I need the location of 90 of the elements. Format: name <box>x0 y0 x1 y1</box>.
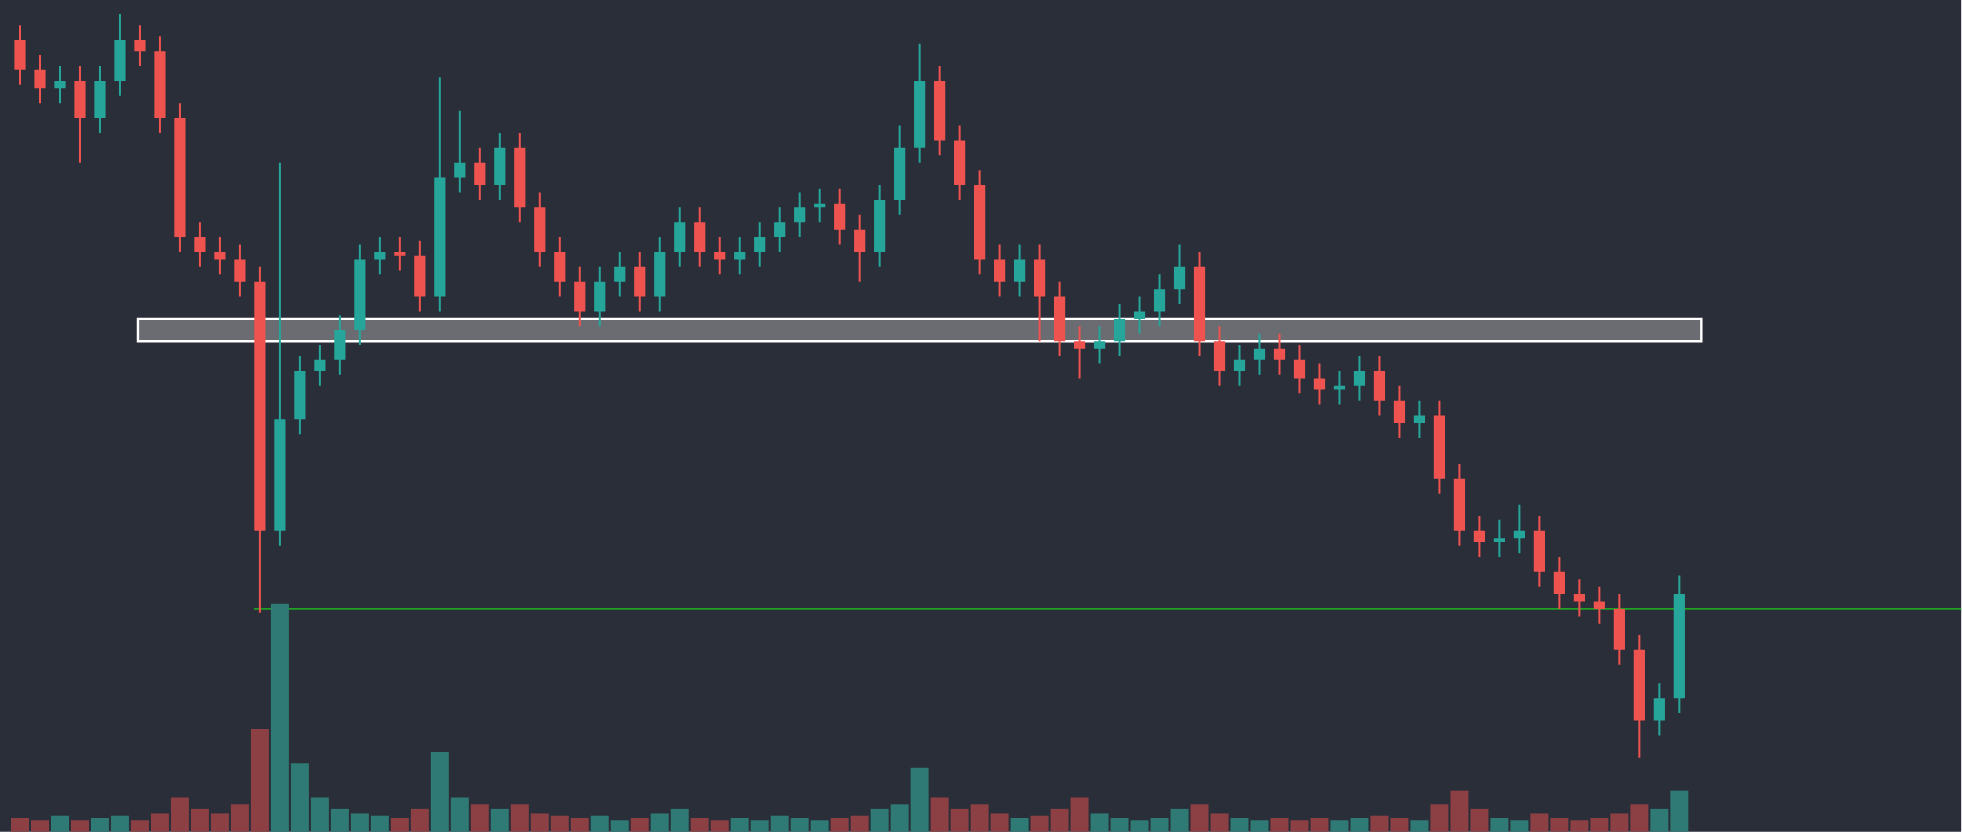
candlestick <box>274 162 286 546</box>
candlestick <box>1213 326 1226 386</box>
candlestick <box>1653 683 1665 736</box>
candlestick <box>1533 516 1545 587</box>
candlestick <box>414 240 426 312</box>
candlestick <box>914 43 926 163</box>
candlestick <box>1613 594 1625 665</box>
bar <box>1010 818 1029 832</box>
candlestick <box>634 252 646 312</box>
candlestick <box>1014 244 1026 297</box>
candlestick <box>1633 635 1645 758</box>
candlestick <box>694 207 706 267</box>
candlestick <box>214 237 226 275</box>
candlestick <box>1053 281 1066 357</box>
candlestick <box>74 66 86 163</box>
candlestick <box>1193 252 1206 357</box>
candlestick <box>774 207 786 253</box>
candlestick <box>1253 333 1266 375</box>
candlestick <box>1093 326 1106 364</box>
candlestick <box>1373 356 1386 416</box>
candlestick <box>1573 579 1585 617</box>
candlestick <box>994 244 1006 297</box>
candlestick <box>854 214 866 282</box>
candlestick <box>54 66 66 104</box>
candlestick <box>354 244 366 346</box>
candlestick <box>1413 400 1426 439</box>
candlestick <box>654 237 666 312</box>
candlestick <box>814 188 826 223</box>
candlestick <box>534 192 546 267</box>
bar <box>70 820 89 832</box>
candlestick <box>754 222 766 267</box>
candlestick <box>734 237 746 275</box>
candlestick <box>514 133 526 223</box>
candlestick <box>154 36 166 134</box>
candlestick <box>454 110 466 193</box>
candlestick <box>174 103 186 253</box>
candlestick <box>334 315 346 375</box>
candlestick <box>674 207 686 267</box>
candlestick <box>1233 345 1246 386</box>
bar <box>50 815 69 832</box>
candlestick <box>194 222 206 267</box>
candlestick <box>474 148 486 201</box>
candlestick <box>1333 371 1346 405</box>
candlestick <box>114 14 126 96</box>
candlestick <box>954 125 966 201</box>
candlestick <box>94 66 106 134</box>
candlestick <box>614 252 626 297</box>
candlestick <box>314 345 326 386</box>
candlestick <box>554 237 566 297</box>
candlestick <box>1453 464 1466 546</box>
candlestick <box>34 55 46 104</box>
candlestick <box>594 267 606 327</box>
candlestick <box>1433 400 1446 494</box>
candlestick <box>934 66 946 156</box>
candlestick <box>894 125 906 215</box>
candlestick <box>1293 345 1306 394</box>
candlestick <box>134 25 146 67</box>
candlestick <box>1493 519 1506 558</box>
bar <box>470 804 489 832</box>
bar <box>490 809 509 832</box>
candlestick <box>234 244 246 297</box>
candlestick <box>1673 575 1685 714</box>
candlestick <box>574 267 586 327</box>
candlestick <box>1073 326 1086 379</box>
candlestick <box>1593 586 1605 624</box>
candlestick <box>494 133 506 201</box>
candlestick <box>794 192 806 238</box>
candlestick <box>294 356 306 435</box>
candlestick <box>1553 557 1565 610</box>
candlestick <box>1173 244 1186 305</box>
candlestick <box>1313 363 1326 405</box>
candlestick <box>1513 504 1525 554</box>
candlestick <box>1113 304 1126 357</box>
candlestick <box>254 267 266 613</box>
bar <box>1410 820 1429 832</box>
candlestick <box>374 237 386 275</box>
candlestick <box>714 237 726 275</box>
bar <box>630 818 649 832</box>
candlestick <box>14 25 26 85</box>
candlestick <box>834 188 846 245</box>
candlestick <box>1133 296 1146 334</box>
candlestick <box>1473 516 1486 558</box>
candlestick <box>394 237 406 271</box>
candlestick <box>1353 356 1366 401</box>
candlestick <box>1393 386 1406 439</box>
candlestick <box>874 185 886 267</box>
candlestick <box>974 170 986 275</box>
candlestick <box>1153 274 1166 327</box>
candlestick <box>1033 244 1046 342</box>
candlestick <box>434 77 446 312</box>
